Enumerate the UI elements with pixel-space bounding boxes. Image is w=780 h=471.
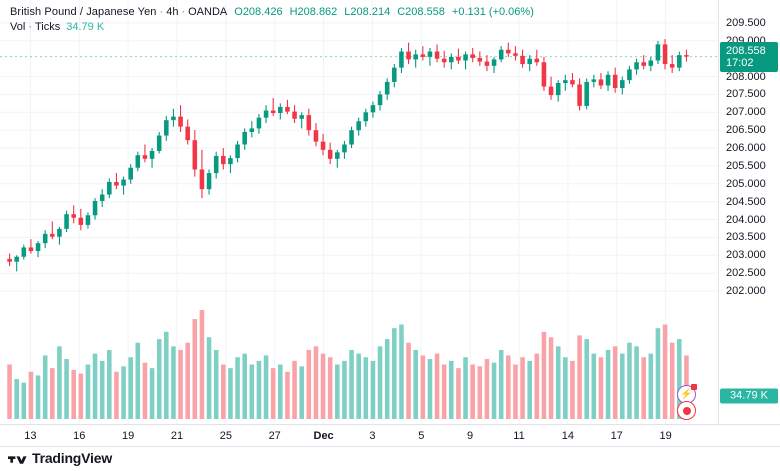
time-tick-label: 27 bbox=[268, 430, 281, 442]
chart-grid bbox=[0, 0, 718, 424]
tradingview-logo[interactable]: TradingView bbox=[8, 450, 112, 466]
bottom-toolbar: TradingView bbox=[0, 446, 780, 471]
price-tick-label: 203.000 bbox=[726, 249, 766, 262]
alert-notification-dot bbox=[691, 384, 697, 390]
time-tick-label: 3 bbox=[369, 430, 376, 442]
record-button[interactable] bbox=[677, 401, 696, 420]
chart-plot-area[interactable] bbox=[0, 0, 718, 424]
current-price-value: 208.558 bbox=[726, 44, 766, 57]
time-tick-label: 19 bbox=[121, 430, 135, 442]
candlestick-series bbox=[0, 39, 718, 419]
time-tick-label: 9 bbox=[467, 430, 474, 442]
price-tick-label: 205.500 bbox=[726, 159, 766, 172]
price-tick-label: 206.500 bbox=[726, 124, 766, 137]
current-price-time: 17:02 bbox=[726, 56, 754, 69]
price-tick-label: 202.500 bbox=[726, 267, 766, 280]
time-tick-label: 13 bbox=[24, 430, 37, 442]
time-tick-label: 25 bbox=[219, 430, 233, 442]
lightning-bolt-icon: ⚡ bbox=[680, 388, 693, 400]
current-price-badge[interactable]: 208.558 17:02 bbox=[720, 41, 778, 72]
time-scale[interactable]: 13 16 19 21 25 27 Dec 3 5 9 11 14 17 19 bbox=[0, 424, 780, 447]
time-tick-label: 21 bbox=[170, 430, 184, 442]
price-tick-label: 209.500 bbox=[726, 16, 766, 29]
price-tick-label: 208.000 bbox=[726, 70, 766, 83]
record-icon bbox=[682, 406, 691, 415]
time-tick-label: 16 bbox=[73, 430, 86, 442]
price-scale[interactable]: 209.500209.000208.000207.500207.000206.5… bbox=[718, 0, 780, 424]
time-tick-label: 17 bbox=[610, 430, 623, 442]
time-tick-label: 19 bbox=[659, 430, 672, 442]
time-tick-label: Dec bbox=[313, 430, 334, 442]
price-tick-label: 205.000 bbox=[726, 177, 766, 190]
time-tick-label: 5 bbox=[418, 430, 425, 442]
price-tick-label: 204.000 bbox=[726, 213, 766, 226]
time-tick-label: 11 bbox=[513, 430, 525, 442]
time-tick-label: 14 bbox=[561, 430, 575, 442]
price-tick-label: 202.000 bbox=[726, 285, 766, 298]
price-tick-label: 207.500 bbox=[726, 88, 766, 101]
price-tick-label: 203.500 bbox=[726, 231, 766, 244]
price-tick-label: 204.500 bbox=[726, 195, 766, 208]
tradingview-logo-icon bbox=[8, 455, 27, 464]
price-tick-label: 207.000 bbox=[726, 106, 766, 119]
price-tick-label: 206.000 bbox=[726, 142, 766, 155]
current-volume-badge[interactable]: 34.79 K bbox=[720, 388, 778, 404]
tradingview-wordmark: TradingView bbox=[32, 450, 113, 466]
